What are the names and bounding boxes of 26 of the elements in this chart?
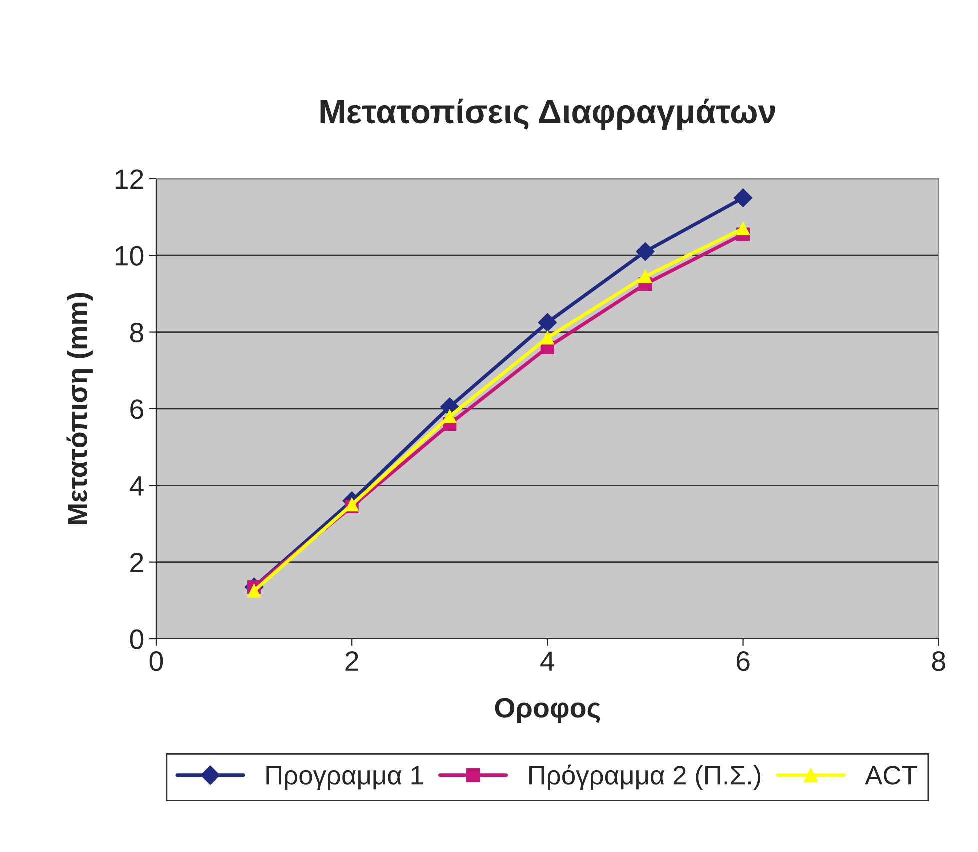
point <box>734 188 753 208</box>
point <box>736 222 750 236</box>
y-tick-label: 8 <box>130 322 144 343</box>
x-tick-label: 4 <box>540 652 555 671</box>
legend-label: Προγραμμα 1 <box>266 766 424 790</box>
legend-label: Πρόγραμμα 2 (Π.Σ.) <box>530 764 761 790</box>
chart-title: Μετατοπίσεις Διαφραγμάτων <box>320 98 776 130</box>
legend-label: ACT <box>865 766 918 785</box>
point <box>638 270 652 284</box>
x-tick-label: 0 <box>150 652 164 672</box>
y-tick-label: 12 <box>116 170 144 189</box>
x-tick-label: 6 <box>736 652 750 672</box>
y-tick-label: 2 <box>130 552 144 572</box>
y-axis-title: Μετατόπιση (mm) <box>66 293 93 524</box>
point <box>248 584 262 598</box>
point <box>443 410 457 424</box>
x-tick-label: 2 <box>346 652 358 671</box>
point <box>538 313 558 332</box>
x-tick-label: 8 <box>932 652 946 672</box>
y-tick-label: 0 <box>130 630 144 650</box>
y-tick-label: 6 <box>130 400 144 420</box>
x-axis-title: Οροφος <box>495 698 600 724</box>
point <box>636 242 655 262</box>
y-tick-label: 4 <box>130 476 144 496</box>
point <box>540 331 554 345</box>
y-tick-label: 10 <box>116 246 144 266</box>
